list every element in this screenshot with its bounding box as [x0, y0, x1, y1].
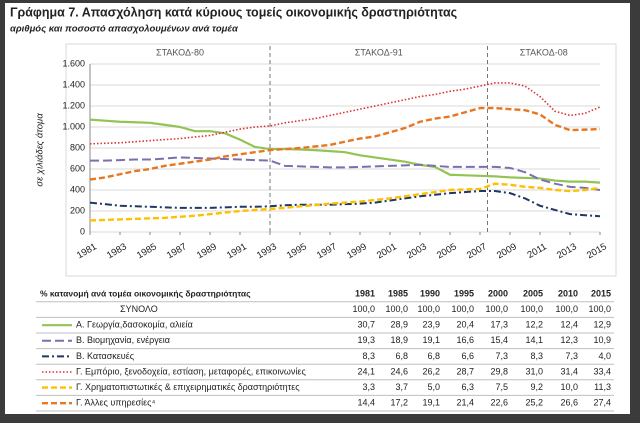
table-cell: 29,8: [490, 366, 508, 376]
table-cell: 100,0: [588, 304, 611, 314]
table-cell: 10,9: [593, 335, 611, 345]
legend-label: Γ. Εμπόριο, ξενοδοχεία, εστίαση, μεταφορ…: [76, 366, 306, 376]
table-cell: 19,3: [357, 335, 375, 345]
table-cell: 14,1: [525, 335, 543, 345]
table-cell: 30,7: [357, 320, 375, 330]
plot-frame: [65, 43, 617, 277]
period-label: ΣΤΑΚΟΔ-91: [355, 47, 403, 57]
series-line: [89, 118, 601, 184]
table-cell: 3,7: [395, 382, 408, 392]
panel: [5, 3, 630, 414]
table-cell: 11,3: [594, 382, 611, 392]
y-tick-label: 0: [80, 226, 85, 236]
legend-label: Β. Κατασκευές: [76, 351, 135, 361]
table-year: 2005: [523, 288, 543, 298]
table-year: 1990: [420, 288, 440, 298]
table-cell: 31,4: [560, 366, 578, 376]
table-cell: 10,0: [560, 382, 578, 392]
table-year: 1995: [454, 288, 474, 298]
y-tick-label: 1.400: [62, 79, 85, 89]
series-line: [89, 106, 601, 181]
chart-title: Γράφημα 7. Απασχόληση κατά κύριους τομεί…: [10, 5, 457, 19]
table-cell: 3,3: [362, 382, 375, 392]
legend-label: Α. Γεωργία,δασοκομία, αλιεία: [76, 320, 193, 330]
table-cell: 22,6: [490, 398, 508, 408]
table-cell: 9,2: [530, 382, 543, 392]
legend-label: Γ. Άλλες υπηρεσίες⁴: [76, 398, 156, 408]
legend-label: Γ. Χρηματοπιστωτικές & επιχειρηματικές δ…: [76, 382, 300, 392]
table-cell: 18,9: [390, 335, 408, 345]
table-cell: 16,6: [456, 335, 474, 345]
y-tick-label: 600: [70, 163, 85, 173]
table-cell: 24,6: [390, 366, 408, 376]
table-cell: 5,0: [427, 382, 440, 392]
table-cell: 26,6: [560, 398, 578, 408]
table-cell: 28,7: [456, 366, 474, 376]
table-cell: 6,8: [427, 351, 440, 361]
period-label: ΣΤΑΚΟΔ-08: [520, 47, 568, 57]
series-line: [89, 82, 601, 145]
table-cell: 24,1: [357, 366, 375, 376]
table-cell: 7,3: [495, 351, 508, 361]
table-cell: 26,2: [422, 366, 440, 376]
table-cell: 7,3: [565, 351, 578, 361]
table-cell: 28,9: [390, 320, 408, 330]
table-cell: 31,0: [525, 366, 543, 376]
table-year: 2000: [488, 288, 508, 298]
table-year: 1985: [388, 288, 408, 298]
chart-subtitle: αριθμός και ποσοστό απασχολουμένων ανά τ…: [10, 24, 239, 35]
y-tick-label: 200: [70, 205, 85, 215]
table-cell: 100,0: [485, 304, 508, 314]
table-cell: 6,6: [461, 351, 474, 361]
table-cell: 100,0: [451, 304, 474, 314]
table-cell: 12,3: [560, 335, 578, 345]
y-axis-label: σε χιλιάδες άτομα: [35, 113, 46, 187]
table-cell: 6,3: [461, 382, 474, 392]
period-label: ΣΤΑΚΟΔ-80: [156, 47, 204, 57]
legend-label: Β. Βιομηχανία, ενέργεια: [76, 335, 170, 345]
table-cell: 100,0: [520, 304, 543, 314]
table-cell: 21,4: [456, 398, 474, 408]
table-cell: 33,4: [593, 366, 611, 376]
table-header: % κατανομή ανά τομέα οικονομικής δραστηρ…: [40, 288, 251, 298]
table-cell: 20,4: [456, 320, 474, 330]
table-cell: 8,3: [530, 351, 543, 361]
table-cell: 12,2: [525, 320, 543, 330]
table-cell: 7,5: [495, 382, 508, 392]
table-cell: 19,1: [422, 398, 440, 408]
table-cell: 12,9: [593, 320, 611, 330]
table-cell: 4,0: [598, 351, 611, 361]
table-cell: 17,2: [390, 398, 408, 408]
table-cell: 8,3: [362, 351, 375, 361]
table-year: 1981: [355, 288, 375, 298]
table-cell: 100,0: [417, 304, 440, 314]
table-cell: 15,4: [490, 335, 508, 345]
table-cell: 12,4: [560, 320, 578, 330]
table-cell: 100,0: [555, 304, 578, 314]
y-tick-label: 1.200: [62, 100, 85, 110]
y-tick-label: 400: [70, 184, 85, 194]
series-line: [89, 182, 601, 222]
table-cell: 17,3: [490, 320, 508, 330]
table-cell: 19,1: [422, 335, 440, 345]
table-cell: 14,4: [357, 398, 375, 408]
y-tick-label: 800: [70, 142, 85, 152]
table-cell: 25,2: [525, 398, 543, 408]
table-cell: 6,8: [395, 351, 408, 361]
table-cell: 23,9: [422, 320, 440, 330]
table-year: 2015: [591, 288, 611, 298]
table-cell: 100,0: [385, 304, 408, 314]
table-cell: 27,4: [593, 398, 611, 408]
y-tick-label: 1.600: [62, 58, 85, 68]
table-year: 2010: [558, 288, 578, 298]
series-line: [90, 156, 601, 191]
table-total-label: ΣΥΝΟΛΟ: [120, 304, 158, 314]
series-line: [89, 190, 601, 218]
y-tick-label: 1.000: [62, 121, 85, 131]
table-cell: 100,0: [352, 304, 375, 314]
